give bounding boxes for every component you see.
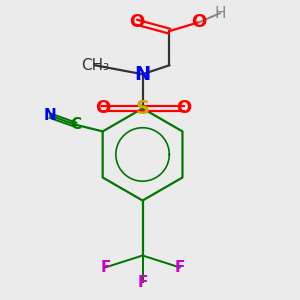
Text: O: O	[177, 99, 192, 117]
Text: F: F	[100, 260, 111, 275]
Text: S: S	[136, 99, 150, 118]
Text: O: O	[191, 13, 207, 31]
Text: H: H	[214, 6, 226, 21]
Text: F: F	[137, 275, 148, 290]
Text: CH₃: CH₃	[81, 58, 109, 73]
Text: C: C	[70, 117, 81, 132]
Text: F: F	[175, 260, 185, 275]
Text: O: O	[129, 13, 144, 31]
Text: N: N	[44, 108, 57, 123]
Text: O: O	[95, 99, 110, 117]
Text: N: N	[134, 65, 151, 84]
